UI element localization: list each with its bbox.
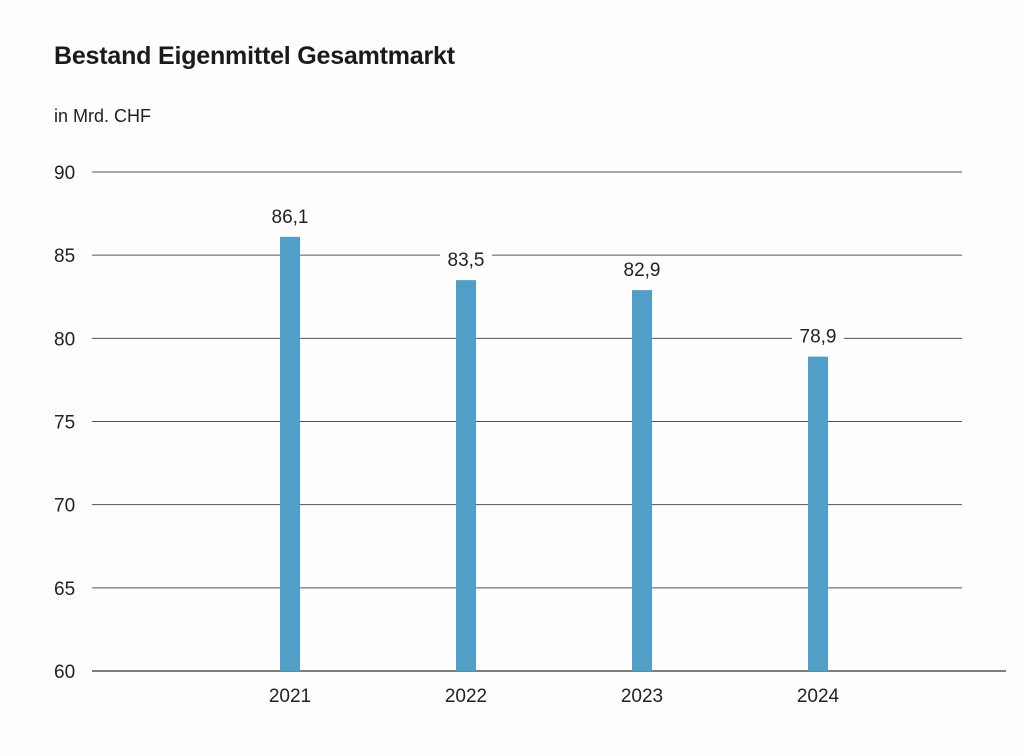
y-tick-label-75: 75 (54, 413, 75, 434)
y-tick-label-85: 85 (54, 246, 75, 267)
chart-title: Bestand Eigenmittel Gesamtmarkt (54, 42, 455, 70)
data-label-2024: 78,9 (800, 327, 837, 348)
x-axis-ticks: 2021 2022 2023 2024 (269, 686, 840, 707)
bars (280, 236, 828, 671)
bar-2023 (632, 290, 652, 671)
x-tick-label-2021: 2021 (269, 686, 311, 707)
y-tick-label-70: 70 (54, 496, 75, 517)
x-tick-label-2022: 2022 (445, 686, 487, 707)
bar-2022 (456, 280, 476, 671)
bar-2021 (280, 236, 300, 671)
data-label-backing-2022 (440, 247, 492, 272)
y-tick-label-65: 65 (54, 579, 75, 600)
y-tick-label-60: 60 (54, 662, 75, 683)
y-tick-label-90: 90 (54, 163, 75, 184)
data-label-backing-2024 (792, 323, 844, 348)
y-axis-ticks: 90 85 80 75 70 65 60 (54, 163, 75, 683)
x-tick-label-2024: 2024 (797, 686, 840, 707)
y-axis-unit-label: in Mrd. CHF (54, 106, 152, 126)
gridlines (92, 171, 1006, 672)
data-label-backing-2021 (264, 203, 316, 228)
y-tick-label-80: 80 (54, 329, 75, 350)
data-label-2022: 83,5 (448, 250, 485, 271)
bar-2024 (808, 356, 828, 671)
data-label-2021: 86,1 (272, 207, 309, 228)
data-label-backing-2023 (616, 257, 668, 282)
data-label-2023: 82,9 (624, 260, 661, 281)
x-tick-label-2023: 2023 (621, 686, 663, 707)
data-labels: 86,1 83,5 82,9 78,9 (264, 203, 844, 348)
